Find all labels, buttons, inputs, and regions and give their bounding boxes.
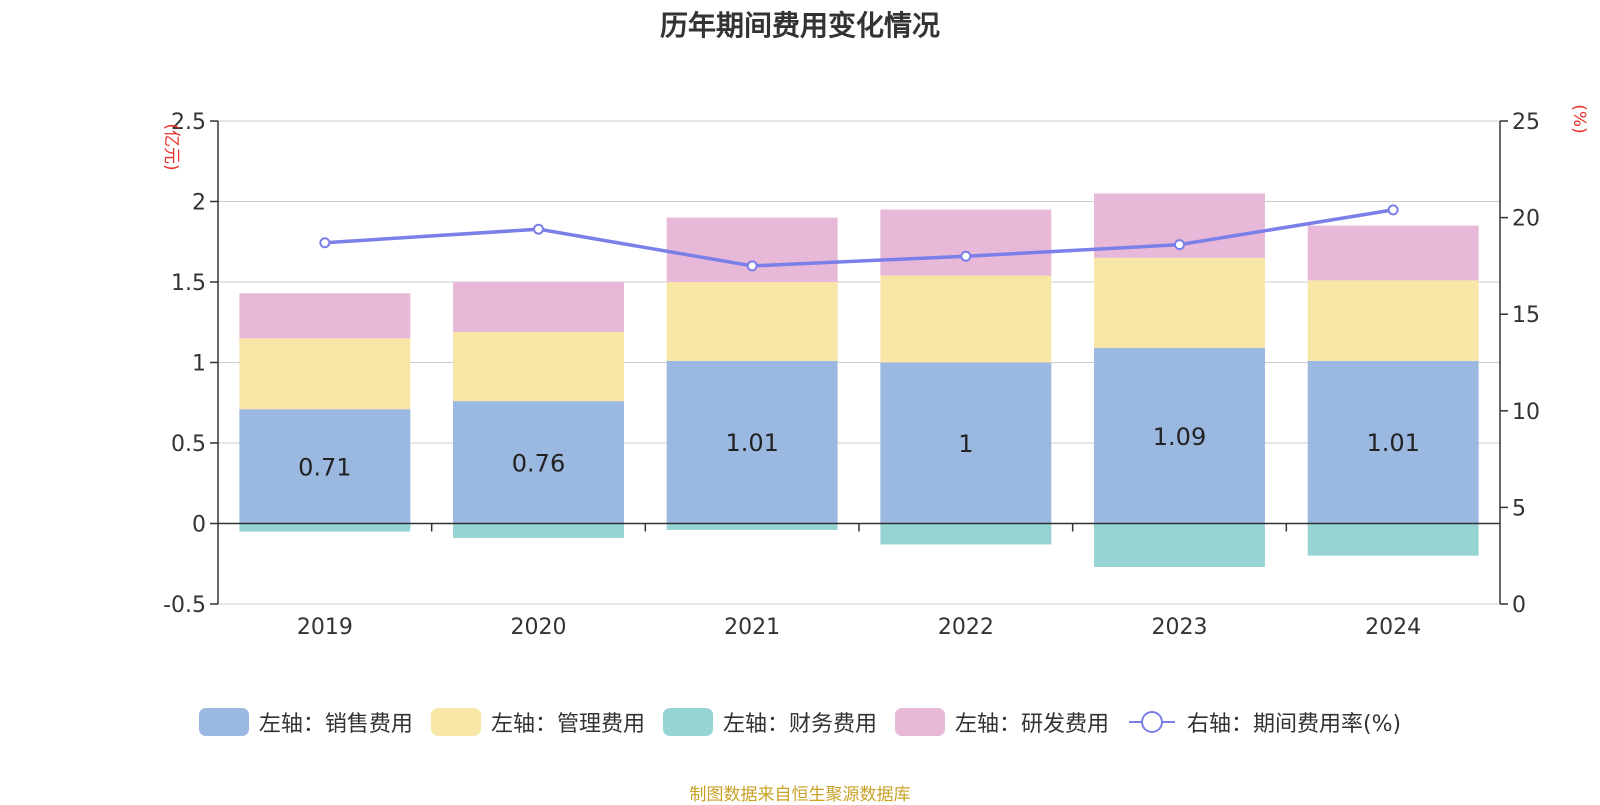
left-tick-label: 2 bbox=[192, 191, 206, 216]
bar bbox=[880, 209, 1052, 276]
legend-line-marker bbox=[1127, 708, 1177, 736]
legend: 左轴：销售费用 左轴：管理费用 左轴：财务费用 左轴：研发费用 右轴：期间费用率(%) bbox=[0, 704, 1600, 740]
legend-item[interactable]: 左轴：财务费用 bbox=[662, 706, 877, 738]
left-tick-label: 1 bbox=[192, 352, 206, 377]
rate-point bbox=[960, 250, 972, 262]
bar bbox=[453, 523, 624, 538]
category-label: 2023 bbox=[1152, 615, 1208, 640]
legend-label: 左轴：研发费用 bbox=[954, 712, 1109, 737]
bar bbox=[239, 338, 411, 410]
bar bbox=[453, 282, 624, 332]
data-label: 1.01 bbox=[725, 429, 778, 457]
bar bbox=[239, 409, 411, 524]
legend-item[interactable]: 左轴：销售费用 bbox=[198, 706, 413, 738]
rate-point bbox=[533, 223, 544, 235]
rate-point bbox=[319, 237, 331, 249]
bar bbox=[239, 293, 411, 339]
left-tick-label: 0.5 bbox=[171, 432, 206, 457]
right-tick-label: 0 bbox=[1512, 593, 1526, 618]
right-tick-label: 20 bbox=[1512, 207, 1540, 232]
legend-item[interactable]: 右轴：期间费用率(%) bbox=[1127, 706, 1401, 738]
right-tick-label: 25 bbox=[1512, 110, 1540, 135]
bar bbox=[1307, 225, 1479, 281]
bar bbox=[880, 523, 1052, 545]
legend-swatch bbox=[198, 708, 249, 736]
rate-point bbox=[1174, 239, 1185, 251]
left-axis-unit: (亿元) bbox=[161, 123, 181, 170]
legend-item[interactable]: 左轴：管理费用 bbox=[430, 706, 645, 738]
bar bbox=[666, 523, 838, 530]
category-label: 2022 bbox=[938, 615, 994, 640]
left-tick-label: 1.5 bbox=[171, 271, 206, 296]
legend-swatch bbox=[430, 708, 481, 736]
chart-title: 历年期间费用变化情况 bbox=[659, 9, 940, 42]
left-tick-label: 2.5 bbox=[171, 110, 206, 135]
legend-label: 左轴：管理费用 bbox=[490, 712, 645, 737]
bar-series bbox=[239, 193, 1479, 567]
bar bbox=[1094, 257, 1265, 349]
right-tick-label: 5 bbox=[1512, 496, 1526, 521]
bar bbox=[1307, 280, 1479, 361]
right-tick-label: 10 bbox=[1512, 400, 1540, 425]
legend-swatch bbox=[894, 708, 945, 736]
data-labels: 0.71 0.76 1.01 1 1.09 1.01 bbox=[298, 423, 1420, 482]
data-label: 0.71 bbox=[298, 453, 351, 481]
bar bbox=[666, 360, 838, 524]
line-series bbox=[319, 204, 1399, 272]
legend-item[interactable]: 左轴：研发费用 bbox=[894, 706, 1109, 738]
category-label: 2024 bbox=[1365, 615, 1421, 640]
bar bbox=[1094, 523, 1265, 567]
bar bbox=[880, 275, 1052, 363]
bar bbox=[1307, 523, 1479, 556]
rate-line bbox=[324, 208, 1394, 268]
left-tick-label: -0.5 bbox=[163, 593, 206, 618]
bar bbox=[666, 282, 838, 361]
bar bbox=[1094, 348, 1265, 524]
source-note: 制图数据来自恒生聚源数据库 bbox=[689, 785, 911, 805]
legend-swatch bbox=[662, 708, 713, 736]
bar bbox=[453, 401, 624, 524]
legend-label: 左轴：销售费用 bbox=[258, 712, 413, 737]
axes: 2.5 2 1.5 1 0.5 0 -0.5 25 20 15 10 5 0 2019 2020 2021 20… bbox=[161, 104, 1589, 640]
bar bbox=[239, 523, 411, 532]
category-label: 2021 bbox=[724, 615, 780, 640]
bar bbox=[1307, 360, 1479, 524]
category-label: 2019 bbox=[297, 615, 353, 640]
data-label: 1.01 bbox=[1366, 429, 1419, 457]
left-tick-label: 0 bbox=[192, 513, 206, 538]
data-label: 1.09 bbox=[1153, 423, 1206, 451]
rate-point bbox=[1387, 204, 1399, 216]
rate-point bbox=[746, 260, 758, 272]
data-label: 1 bbox=[958, 430, 973, 458]
legend-label: 右轴：期间费用率(%) bbox=[1186, 712, 1402, 737]
bar bbox=[453, 331, 624, 402]
bar bbox=[666, 217, 838, 282]
gridlines bbox=[218, 120, 1500, 605]
bar bbox=[880, 362, 1052, 524]
right-tick-label: 15 bbox=[1512, 303, 1540, 328]
category-label: 2020 bbox=[511, 615, 567, 640]
legend-label: 左轴：财务费用 bbox=[722, 712, 877, 737]
data-label: 0.76 bbox=[512, 449, 565, 477]
right-axis-unit: (%) bbox=[1569, 104, 1589, 133]
